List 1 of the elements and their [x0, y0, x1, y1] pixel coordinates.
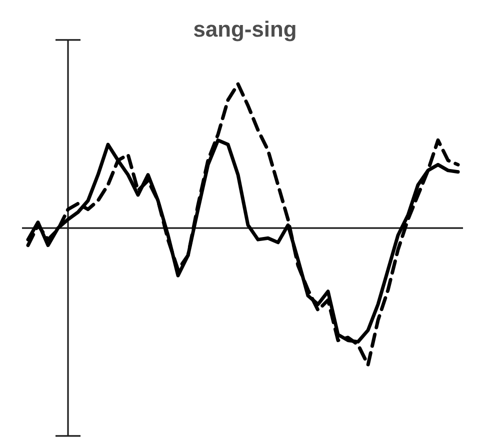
chart-title: sang-sing	[194, 20, 296, 42]
